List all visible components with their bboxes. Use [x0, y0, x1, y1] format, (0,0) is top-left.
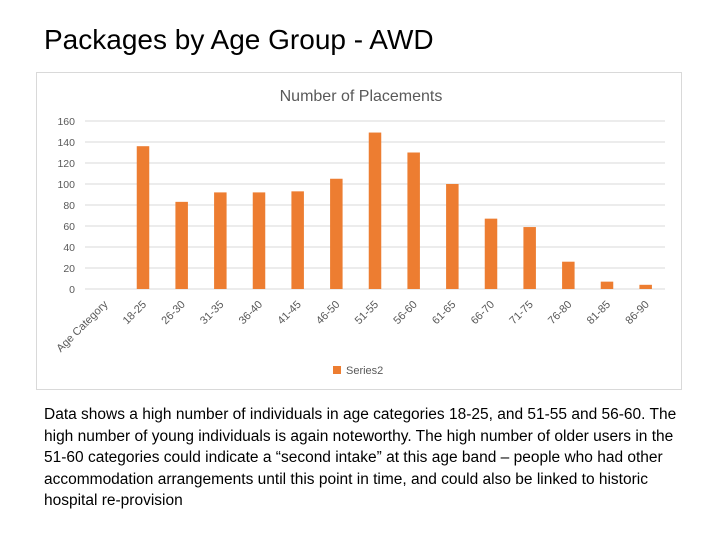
x-tick-label: 26-30 — [159, 299, 187, 327]
bar — [214, 192, 227, 289]
x-tick-label: 31-35 — [198, 299, 226, 327]
y-tick-label: 20 — [63, 263, 75, 275]
bar — [330, 178, 343, 289]
x-tick-label: 61-65 — [430, 299, 458, 327]
legend-swatch — [333, 366, 341, 374]
x-tick-label: 66-70 — [469, 299, 497, 327]
y-tick-label: 80 — [63, 200, 75, 212]
bar — [368, 132, 382, 289]
bar — [407, 152, 420, 289]
y-tick-label: 120 — [57, 158, 75, 170]
y-tick-label: 0 — [69, 284, 75, 296]
bar — [446, 184, 459, 289]
placements-bar-chart: Number of Placements 0 20 40 60 80 100 120 140 1… — [54, 88, 665, 377]
bar — [600, 281, 614, 289]
bar — [291, 191, 304, 289]
bar — [252, 192, 266, 289]
x-tick-label: 41-45 — [275, 299, 303, 327]
bar — [639, 284, 652, 289]
x-tick-label: 81-85 — [585, 299, 613, 327]
x-tick-label: Age Category — [54, 298, 110, 354]
y-tick-label: 160 — [57, 116, 75, 128]
bar — [484, 218, 498, 289]
chart-container: Number of Placements 0 20 40 60 80 100 120 140 1… — [36, 72, 682, 390]
bar — [562, 261, 575, 289]
legend-label: Series2 — [346, 365, 383, 377]
y-tick-label: 60 — [63, 221, 75, 233]
bar — [136, 146, 150, 289]
chart-title: Number of Placements — [280, 88, 443, 105]
x-tick-label: 18-25 — [121, 299, 149, 327]
x-tick-label: 71-75 — [507, 299, 535, 327]
y-tick-label: 140 — [57, 137, 75, 149]
caption-text: Data shows a high number of individuals … — [44, 406, 677, 509]
x-tick-label: 56-60 — [391, 299, 419, 327]
x-tick-label: 76-80 — [546, 299, 574, 327]
y-tick-label: 40 — [63, 242, 75, 254]
bar — [523, 227, 536, 289]
y-tick-label: 100 — [57, 179, 75, 191]
bar — [175, 201, 188, 289]
x-tick-label: 46-50 — [314, 299, 342, 327]
x-tick-label: 86-90 — [623, 299, 651, 327]
slide-title: Packages by Age Group - AWD — [44, 24, 434, 55]
x-tick-label: 51-55 — [353, 299, 381, 327]
x-tick-label: 36-40 — [237, 299, 265, 327]
